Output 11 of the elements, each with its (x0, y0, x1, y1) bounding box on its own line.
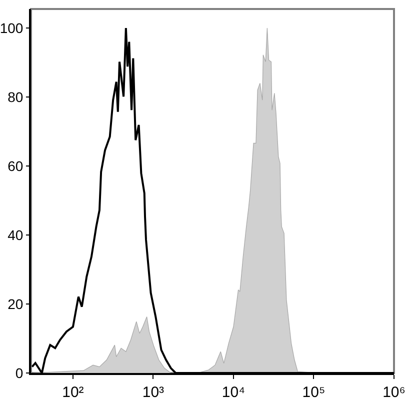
y-tick-label: 60 (8, 158, 24, 174)
y-tick-label: 100 (0, 20, 24, 36)
x-tick-label: 10⁶ (382, 384, 406, 401)
x-tick-label: 10⁴ (222, 384, 246, 401)
y-tick-label: 0 (15, 364, 24, 381)
x-tick-label: 10² (62, 384, 84, 401)
x-tick-label: 10³ (142, 384, 164, 401)
y-tick-label: 20 (8, 296, 24, 312)
x-tick-label: 10⁵ (302, 384, 326, 401)
y-tick-label: 40 (8, 226, 24, 243)
y-tick-label: 80 (8, 88, 24, 105)
